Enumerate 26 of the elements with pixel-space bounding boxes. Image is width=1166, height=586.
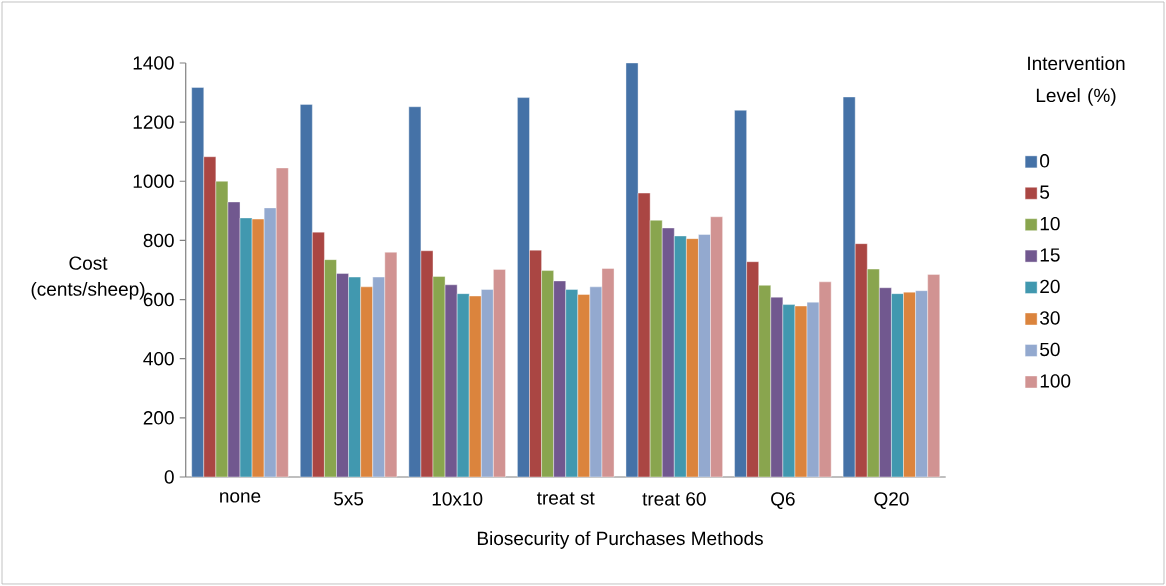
x-tick-label: Q20 xyxy=(874,492,909,510)
y-axis-title: Cost (cents/sheep) xyxy=(31,256,145,300)
y-tick-label: 400 xyxy=(143,351,174,366)
y-tick-label: 600 xyxy=(143,292,174,307)
x-tick-label: none xyxy=(220,492,261,503)
legend-label: 5 xyxy=(1040,185,1050,199)
x-axis-title: Biosecurity of Purchases Methods xyxy=(477,531,763,549)
y-tick-label: 200 xyxy=(143,411,174,425)
legend-title: Intervention Level (%) xyxy=(1028,56,1125,106)
x-tick-label: 5x5 xyxy=(334,492,364,506)
legend-label: 0 xyxy=(1040,154,1050,168)
y-tick-label: 1200 xyxy=(133,115,174,129)
y-tick-label: 0 xyxy=(164,470,174,484)
legend-label: 100 xyxy=(1040,374,1071,388)
y-tick-label: 800 xyxy=(143,233,174,248)
x-tick-label: Q6 xyxy=(771,492,795,510)
y-tick-label: 1000 xyxy=(133,174,174,188)
legend-label: 50 xyxy=(1040,342,1060,357)
x-tick-label: treat st xyxy=(536,492,595,505)
legend-label: 20 xyxy=(1040,279,1060,294)
legend-label: 30 xyxy=(1040,311,1060,325)
legend-label: 10 xyxy=(1040,216,1060,231)
y-tick-label: 1400 xyxy=(133,56,174,70)
x-tick-label: treat 60 xyxy=(642,492,706,506)
legend-label: 15 xyxy=(1040,248,1060,262)
x-tick-label: 10x10 xyxy=(432,492,483,506)
